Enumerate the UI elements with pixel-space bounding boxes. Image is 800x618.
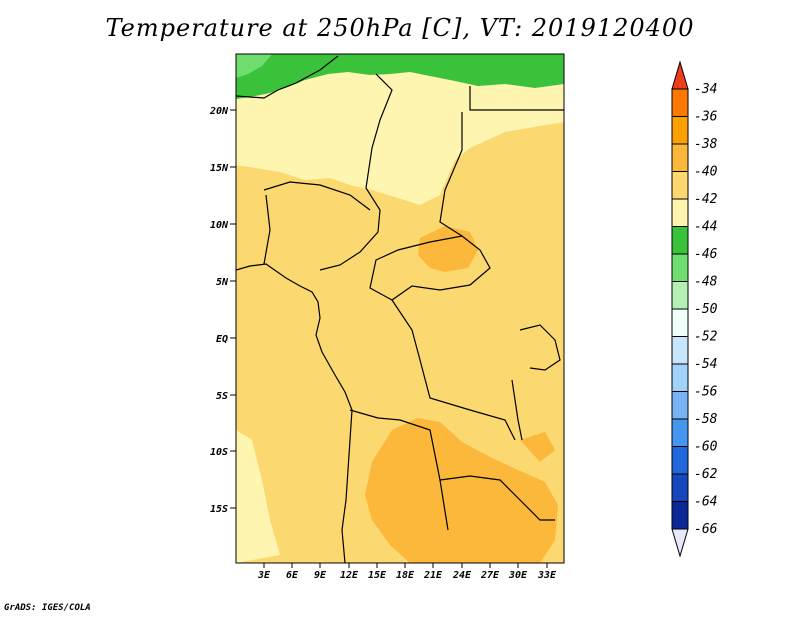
lake-tanganyika — [511, 379, 523, 441]
lon-tick-label: 12E — [340, 570, 359, 581]
colorbar-label: -56 — [694, 385, 718, 400]
border-zambia — [439, 475, 555, 521]
colorbar-swatch — [671, 363, 689, 392]
colorbar: -34 -36 -38 -40 -42 -44 -46 -48 -50 -52 -54 -56 -58 -… — [671, 60, 718, 558]
lat-tick-label: 15N — [210, 163, 229, 174]
colorbar-label: -66 — [694, 522, 718, 537]
colorbar-swatch — [671, 336, 689, 365]
lon-tick-label: 15E — [368, 570, 387, 581]
lon-tick-label: 9E — [314, 570, 327, 581]
grads-credit: GrADS: IGES/COLA — [4, 603, 91, 613]
colorbar-label: -48 — [694, 275, 718, 290]
colorbar-label: -58 — [694, 412, 718, 427]
border-great-lakes — [519, 324, 561, 371]
lat-tick-label: 10S — [210, 447, 228, 458]
lat-tick-label: 10N — [210, 220, 229, 231]
lat-tick-label: 5S — [216, 391, 228, 402]
lon-tick-label: 24E — [452, 570, 472, 581]
colorbar-top-arrow — [671, 60, 689, 90]
colorbar-label: -52 — [694, 330, 718, 345]
colorbar-label: -38 — [694, 137, 718, 152]
plot-frame — [235, 53, 565, 564]
colorbar-swatch — [671, 473, 689, 502]
lat-tick-label: 15S — [210, 504, 228, 515]
colorbar-label: -44 — [694, 220, 717, 235]
temperature-field — [236, 54, 564, 563]
coastline-west — [236, 263, 353, 563]
border-libya-sudan — [319, 73, 393, 271]
colorbar-swatch — [671, 308, 689, 337]
border-sudan-east — [439, 112, 463, 237]
colorbar-label: -64 — [694, 495, 717, 510]
colorbar-swatch — [671, 143, 689, 172]
colorbar-label: -40 — [694, 165, 718, 180]
colorbar-bottom-arrow — [671, 528, 689, 558]
chart-title: Temperature at 250hPa [C], VT: 201912040… — [105, 14, 695, 42]
lon-tick-label: 6E — [286, 570, 299, 581]
border-north-chad — [236, 55, 339, 99]
border-egypt — [469, 86, 564, 111]
border-car — [369, 235, 491, 301]
field-green-north — [236, 54, 564, 99]
field-pale-west — [236, 430, 280, 563]
colorbar-swatch — [671, 116, 689, 145]
field-pale-sahara — [236, 54, 564, 205]
colorbar-swatch — [671, 501, 689, 530]
colorbar-swatch — [671, 198, 689, 227]
field-orange-south — [365, 418, 558, 563]
lon-tick-label: 33E — [537, 570, 557, 581]
coastlines-borders — [236, 55, 564, 563]
lat-axis: 20N 15N 10N 5N EQ 5S 10S 15S — [209, 106, 236, 515]
colorbar-swatch — [671, 281, 689, 310]
colorbar-label: -46 — [694, 247, 718, 262]
lon-tick-label: 3E — [257, 570, 271, 581]
colorbar-label: -62 — [694, 467, 718, 482]
colorbar-label: -50 — [694, 302, 718, 317]
colorbar-swatch — [671, 226, 689, 255]
lon-tick-label: 27E — [480, 570, 500, 581]
colorbar-label: -54 — [694, 357, 717, 372]
field-pale-blob — [395, 150, 450, 178]
colorbar-swatch — [671, 391, 689, 420]
colorbar-label: -60 — [694, 440, 718, 455]
field-lightgreen-nw — [236, 54, 272, 78]
border-chad-nigeria — [263, 181, 371, 211]
lat-tick-label: EQ — [216, 334, 228, 345]
colorbar-label: -42 — [694, 192, 718, 207]
lon-tick-label: 30E — [508, 570, 528, 581]
border-angola — [349, 409, 449, 531]
lat-tick-label: 5N — [216, 277, 229, 288]
lon-tick-label: 21E — [423, 570, 443, 581]
field-orange-small — [520, 432, 555, 462]
colorbar-swatch — [671, 88, 689, 117]
lon-tick-label: 18E — [396, 570, 415, 581]
colorbar-swatch — [671, 253, 689, 282]
colorbar-swatch — [671, 446, 689, 475]
border-nigeria — [263, 194, 271, 265]
lat-tick-label: 20N — [209, 106, 229, 117]
colorbar-swatch — [671, 171, 689, 200]
colorbar-swatch — [671, 418, 689, 447]
border-congo — [391, 299, 516, 441]
colorbar-label: -34 — [694, 82, 717, 97]
colorbar-label: -36 — [694, 110, 718, 125]
lon-axis: 3E 6E 9E 12E 15E 18E 21E 24E 27E 30E 33E — [257, 563, 557, 581]
